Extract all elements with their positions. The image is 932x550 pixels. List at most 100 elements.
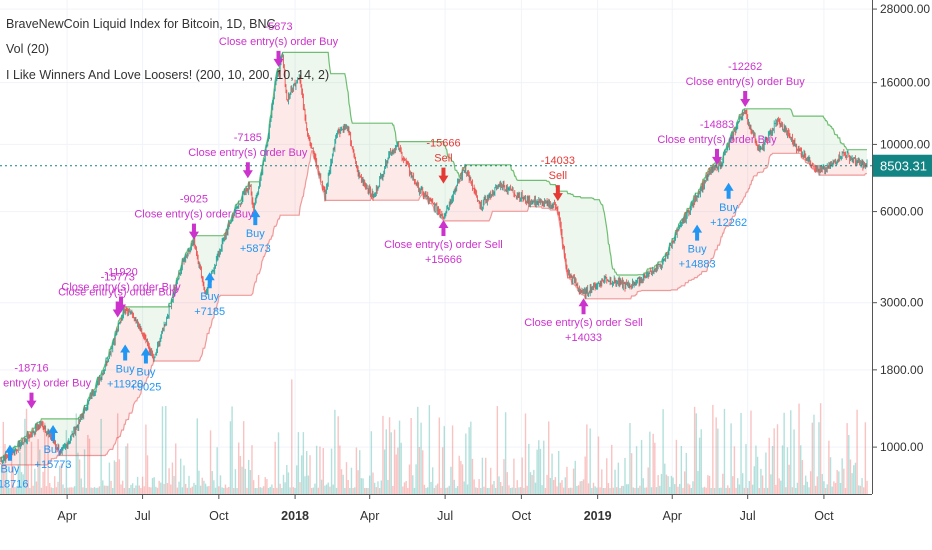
- volume-bar: [320, 479, 323, 494]
- volume-bar: [483, 486, 485, 494]
- signal-value: +11920: [107, 379, 143, 391]
- volume-bar: [112, 487, 114, 494]
- channel-bands: [0, 51, 867, 466]
- volume-bar: [728, 487, 731, 494]
- volume-bar: [741, 473, 744, 494]
- volume-bar: [42, 471, 44, 494]
- volume-bar: [171, 462, 174, 494]
- volume-bar: [642, 478, 644, 494]
- volume-bar: [107, 485, 109, 494]
- y-tick-label: 1000.00: [880, 440, 924, 454]
- volume-bar: [738, 484, 741, 494]
- volume-bar: [622, 485, 625, 494]
- volume-bar: [705, 487, 707, 494]
- volume-bar: [458, 455, 460, 494]
- volume-bar: [0, 486, 1, 494]
- volume-bar: [233, 487, 235, 494]
- volume-bar: [236, 487, 238, 494]
- volume-bar: [175, 443, 177, 494]
- volume-bar: [85, 487, 87, 494]
- volume-bar: [330, 448, 333, 494]
- volume-bar: [113, 460, 116, 494]
- volume-bar: [620, 485, 623, 494]
- volume-bar: [37, 439, 39, 494]
- volume-bar: [150, 487, 152, 494]
- volume-bar: [493, 480, 495, 494]
- volume-bar: [485, 457, 487, 494]
- signal-arrow-up: [4, 444, 15, 461]
- volume-bar: [151, 478, 154, 494]
- volume-bar: [135, 485, 137, 494]
- volume-bar: [581, 480, 583, 494]
- volume-bar: [617, 462, 620, 494]
- volume-bar: [214, 487, 217, 494]
- volume-bar: [238, 442, 240, 494]
- volume-bar: [267, 487, 270, 494]
- volume-bar: [826, 484, 828, 494]
- volume-bar: [589, 428, 591, 494]
- volume-bar: [87, 434, 89, 494]
- volume-bar: [224, 484, 227, 494]
- signal-marker: Close entry(s) order Buy-15773: [58, 272, 178, 318]
- volume-bar: [430, 481, 432, 494]
- y-tick-label: 3000.00: [880, 296, 924, 310]
- volume-bar: [698, 437, 701, 494]
- volume-bar: [773, 428, 775, 494]
- volume-bar: [117, 413, 119, 494]
- volume-bar: [143, 486, 145, 494]
- volume-bar: [431, 467, 434, 494]
- volume-bar: [853, 465, 855, 494]
- volume-bar: [73, 486, 76, 494]
- volume-bar: [561, 480, 563, 494]
- volume-bar: [697, 471, 699, 494]
- volume-bar: [67, 487, 69, 494]
- signal-marker: Close entry(s) order Buy -5873: [219, 21, 339, 67]
- signal-value: -9025: [180, 194, 208, 206]
- volume-bar: [249, 469, 252, 494]
- volume-bar: [0, 465, 3, 494]
- volume-bar: [670, 475, 673, 494]
- volume-bar: [523, 487, 525, 494]
- signal-value: +5873: [240, 243, 271, 255]
- volume-bar: [750, 410, 752, 494]
- volume-bar: [475, 487, 477, 494]
- signal-arrow-down: [112, 301, 123, 318]
- volume-bar: [400, 442, 402, 494]
- volume-bar: [397, 447, 399, 494]
- volume-bar: [538, 440, 540, 494]
- strategy-indicator-label[interactable]: I Like Winners And Love Loosers! (200, 1…: [6, 68, 330, 82]
- volume-bar: [219, 475, 222, 494]
- volume-bar: [541, 485, 543, 494]
- signal-arrow-down: [552, 185, 563, 202]
- volume-bar: [468, 427, 470, 494]
- volume-bar: [247, 459, 250, 494]
- volume-indicator-label[interactable]: Vol (20): [6, 42, 50, 56]
- volume-bar: [531, 474, 533, 494]
- volume-bar: [118, 459, 121, 494]
- volume-bar: [488, 487, 490, 494]
- volume-bar: [604, 487, 606, 494]
- volume-bar: [252, 480, 255, 494]
- signal-marker: Buy +7185: [194, 272, 225, 318]
- volume-bar: [272, 487, 275, 494]
- volume-bar: [606, 458, 608, 494]
- volume-bar: [216, 447, 218, 494]
- x-tick-label: Jul: [437, 509, 453, 523]
- volume-bar: [242, 421, 245, 494]
- volume-bar: [125, 446, 127, 494]
- volume-bar: [688, 484, 691, 494]
- volume-bar: [362, 478, 364, 494]
- volume-bar: [854, 462, 857, 494]
- volume-bar: [556, 486, 558, 494]
- volume-bar: [455, 487, 457, 494]
- volume-bar: [357, 470, 359, 494]
- volume-bar: [567, 488, 570, 494]
- signal-arrow-down: [273, 50, 284, 67]
- signal-marker: Close entry(s) order Buy -14883: [657, 119, 777, 165]
- volume-bar: [635, 446, 638, 494]
- symbol-title[interactable]: BraveNewCoin Liquid Index for Bitcoin, 1…: [6, 17, 276, 31]
- volume-bar: [32, 485, 34, 494]
- volume-bar: [427, 487, 429, 494]
